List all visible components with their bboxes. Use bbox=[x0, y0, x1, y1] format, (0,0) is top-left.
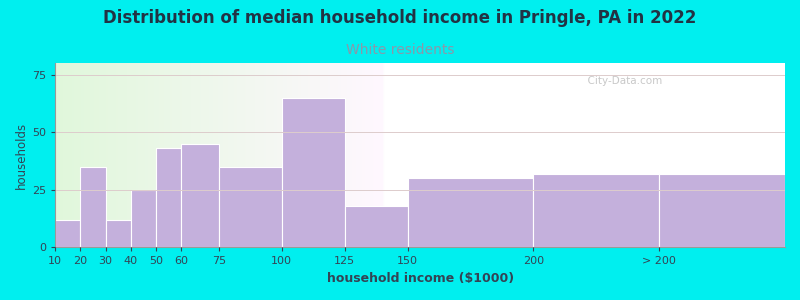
Bar bbox=[345, 206, 407, 247]
Bar bbox=[131, 190, 156, 248]
X-axis label: household income ($1000): household income ($1000) bbox=[326, 272, 514, 285]
Bar bbox=[106, 220, 131, 248]
Text: Distribution of median household income in Pringle, PA in 2022: Distribution of median household income … bbox=[103, 9, 697, 27]
Bar bbox=[219, 167, 282, 248]
Bar bbox=[181, 144, 219, 248]
Text: City-Data.com: City-Data.com bbox=[581, 76, 662, 86]
Bar bbox=[81, 167, 106, 248]
Bar bbox=[282, 98, 345, 247]
Bar bbox=[55, 220, 81, 248]
Bar bbox=[659, 174, 785, 248]
Text: White residents: White residents bbox=[346, 44, 454, 58]
Y-axis label: households: households bbox=[15, 122, 28, 189]
Bar bbox=[534, 174, 659, 248]
Bar bbox=[407, 178, 534, 248]
Bar bbox=[156, 148, 181, 247]
